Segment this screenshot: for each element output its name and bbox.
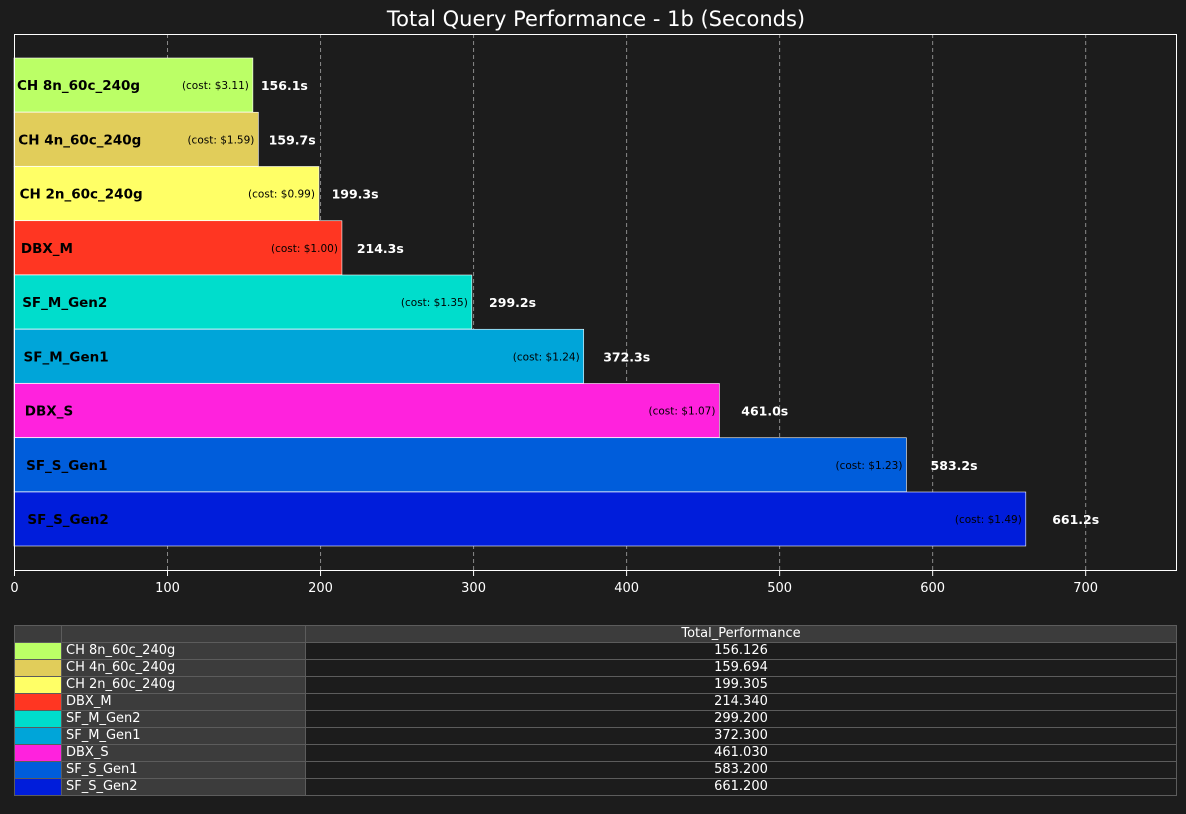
bar-category-label: SF_S_Gen1 — [26, 458, 107, 474]
x-tick-label: 0 — [10, 581, 18, 596]
bar-category-label: SF_M_Gen2 — [22, 295, 107, 311]
bar-value-label: 156.1s — [261, 78, 308, 93]
table-row-label: CH 4n_60c_240g — [61, 659, 306, 677]
plot-frame — [14, 34, 1177, 571]
bar-cost-label: (cost: $1.23) — [836, 460, 903, 472]
bar-value-label: 372.3s — [603, 349, 650, 364]
bar-value-label: 661.2s — [1052, 512, 1099, 527]
table-cell-value: 583.200 — [305, 761, 1177, 779]
legend-swatch — [14, 778, 62, 796]
table-row: SF_S_Gen2 661.200 — [14, 778, 1177, 796]
table-row: CH 8n_60c_240g 156.126 — [14, 642, 1177, 660]
x-tick-label: 300 — [461, 581, 486, 596]
chart-title: Total Query Performance - 1b (Seconds) — [386, 7, 805, 31]
table-row: CH 2n_60c_240g 199.305 — [14, 676, 1177, 694]
bar-category-label: CH 4n_60c_240g — [18, 132, 141, 148]
bar-category-label: CH 2n_60c_240g — [20, 187, 143, 203]
table-cell-value: 156.126 — [305, 642, 1177, 660]
table-row-label: SF_M_Gen1 — [61, 727, 306, 745]
table-row-label: DBX_S — [61, 744, 306, 762]
x-axis: 0 100 200 300 400 500 600 700 — [10, 571, 1098, 596]
bar-value-label: 461.0s — [741, 404, 788, 419]
table-row-label: SF_S_Gen1 — [61, 761, 306, 779]
x-tick-label: 400 — [614, 581, 639, 596]
legend-swatch — [14, 676, 62, 694]
x-tick-label: 700 — [1073, 581, 1098, 596]
bar-category-label: DBX_M — [21, 241, 73, 257]
legend-swatch — [14, 727, 62, 745]
x-tick-label: 200 — [308, 581, 333, 596]
bar-group: DBX_M (cost: $1.00) 214.3s — [13, 220, 404, 276]
bar-group: SF_S_Gen1 (cost: $1.23) 583.2s — [13, 437, 978, 493]
x-tick-label: 500 — [767, 581, 792, 596]
x-tick-label: 100 — [155, 581, 180, 596]
x-tick-label: 600 — [920, 581, 945, 596]
legend-swatch — [14, 642, 62, 660]
bar-value-label: 159.7s — [269, 132, 316, 147]
bar-cost-label: (cost: $0.99) — [248, 189, 315, 201]
table-row: SF_M_Gen1 372.300 — [14, 727, 1177, 745]
bar-cost-label: (cost: $1.24) — [513, 351, 580, 363]
table-row-label: DBX_M — [61, 693, 306, 711]
bar-group: SF_M_Gen1 (cost: $1.24) 372.3s — [13, 328, 650, 384]
bar-cost-label: (cost: $1.07) — [649, 406, 716, 418]
data-table: Total_Performance CH 8n_60c_240g 156.126 C… — [14, 625, 1177, 796]
bar — [13, 383, 720, 438]
bar-group: CH 2n_60c_240g (cost: $0.99) 199.3s — [13, 166, 379, 221]
table-row: CH 4n_60c_240g 159.694 — [14, 659, 1177, 677]
legend-swatch — [14, 744, 62, 762]
table-cell-value: 214.340 — [305, 693, 1177, 711]
bar-value-label: 214.3s — [357, 241, 404, 256]
table-cell-value: 661.200 — [305, 778, 1177, 796]
table-row-label: SF_M_Gen2 — [61, 710, 306, 728]
table-row-label-header — [61, 625, 306, 643]
table-cell-value: 199.305 — [305, 676, 1177, 694]
bar — [13, 166, 320, 221]
bars: CH 8n_60c_240g (cost: $3.11) 156.1s CH 4n_6… — [13, 57, 1099, 547]
bar-cost-label: (cost: $1.59) — [187, 134, 254, 146]
bar-value-label: 199.3s — [332, 187, 379, 202]
table-header-row: Total_Performance — [14, 625, 1177, 643]
table-row-label: CH 2n_60c_240g — [61, 676, 306, 694]
table-row: DBX_S 461.030 — [14, 744, 1177, 762]
legend-swatch — [14, 761, 62, 779]
bar-cost-label: (cost: $1.49) — [955, 514, 1022, 526]
table-row: DBX_M 214.340 — [14, 693, 1177, 711]
table-corner-cell — [14, 625, 62, 643]
bar-group: DBX_S (cost: $1.07) 461.0s — [13, 383, 788, 438]
table-column-header: Total_Performance — [305, 625, 1177, 643]
bar-category-label: SF_S_Gen2 — [27, 512, 108, 528]
bar — [13, 437, 907, 493]
bar-value-label: 583.2s — [931, 458, 978, 473]
bar — [13, 491, 1027, 547]
table-cell-value: 299.200 — [305, 710, 1177, 728]
legend-swatch — [14, 659, 62, 677]
table-body: CH 8n_60c_240g 156.126 CH 4n_60c_240g 159.6… — [14, 642, 1177, 796]
bar-group: CH 4n_60c_240g (cost: $1.59) 159.7s — [13, 111, 316, 167]
bar-category-label: SF_M_Gen1 — [24, 349, 109, 365]
bar-category-label: CH 8n_60c_240g — [17, 78, 140, 94]
bar-chart: Total Query Performance - 1b (Seconds) C… — [10, 7, 1177, 596]
table-row: SF_M_Gen2 299.200 — [14, 710, 1177, 728]
bar — [13, 328, 585, 384]
legend-swatch — [14, 710, 62, 728]
bar-value-label: 299.2s — [489, 295, 536, 310]
bar-group: SF_S_Gen2 (cost: $1.49) 661.2s — [13, 491, 1099, 547]
bar-group: SF_M_Gen2 (cost: $1.35) 299.2s — [13, 274, 536, 330]
legend-swatch — [14, 693, 62, 711]
table-cell-value: 159.694 — [305, 659, 1177, 677]
bar — [13, 111, 259, 167]
bar-category-label: DBX_S — [25, 404, 73, 420]
bar-cost-label: (cost: $3.11) — [182, 80, 249, 92]
bar — [13, 220, 343, 276]
table-row-label: CH 8n_60c_240g — [61, 642, 306, 660]
table-row-label: SF_S_Gen2 — [61, 778, 306, 796]
bar-cost-label: (cost: $1.00) — [271, 243, 338, 255]
table-cell-value: 461.030 — [305, 744, 1177, 762]
bar-group: CH 8n_60c_240g (cost: $3.11) 156.1s — [13, 57, 308, 113]
table-cell-value: 372.300 — [305, 727, 1177, 745]
bar — [13, 57, 254, 113]
bar-cost-label: (cost: $1.35) — [401, 297, 468, 309]
table-row: SF_S_Gen1 583.200 — [14, 761, 1177, 779]
